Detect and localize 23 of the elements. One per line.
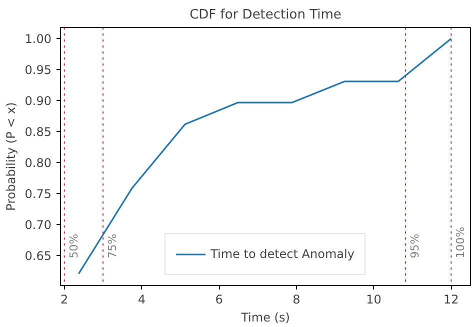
chart-title: CDF for Detection Time xyxy=(190,8,342,22)
y-tick-label: 1.00 xyxy=(24,32,52,46)
annotation: 95% xyxy=(408,234,422,258)
y-axis-title: Probability (P < x) xyxy=(4,102,18,211)
x-tick-label: 4 xyxy=(138,292,146,306)
annotation: 100% xyxy=(454,226,468,258)
x-tick-label: 10 xyxy=(366,292,382,306)
annotation: 50% xyxy=(67,234,80,258)
y-tick-label: 0.75 xyxy=(24,187,52,202)
x-tick-label: 6 xyxy=(215,292,223,306)
annotation: 75% xyxy=(106,234,120,258)
line-series xyxy=(78,38,452,275)
legend-label: Time to detect Anomaly xyxy=(210,247,354,261)
y-tick-label: 0.90 xyxy=(24,94,52,108)
y-tick-label: 0.95 xyxy=(24,63,52,78)
x-tick-label: 8 xyxy=(292,292,300,306)
x-tick-label: 12 xyxy=(444,292,459,306)
x-axis-title: Time (s) xyxy=(240,310,290,324)
y-tick-label: 0.70 xyxy=(24,218,52,232)
y-tick-label: 0.80 xyxy=(24,156,52,170)
y-tick-label: 0.85 xyxy=(24,125,52,140)
y-tick-label: 0.65 xyxy=(24,249,52,264)
x-tick-label: 2 xyxy=(60,292,68,306)
